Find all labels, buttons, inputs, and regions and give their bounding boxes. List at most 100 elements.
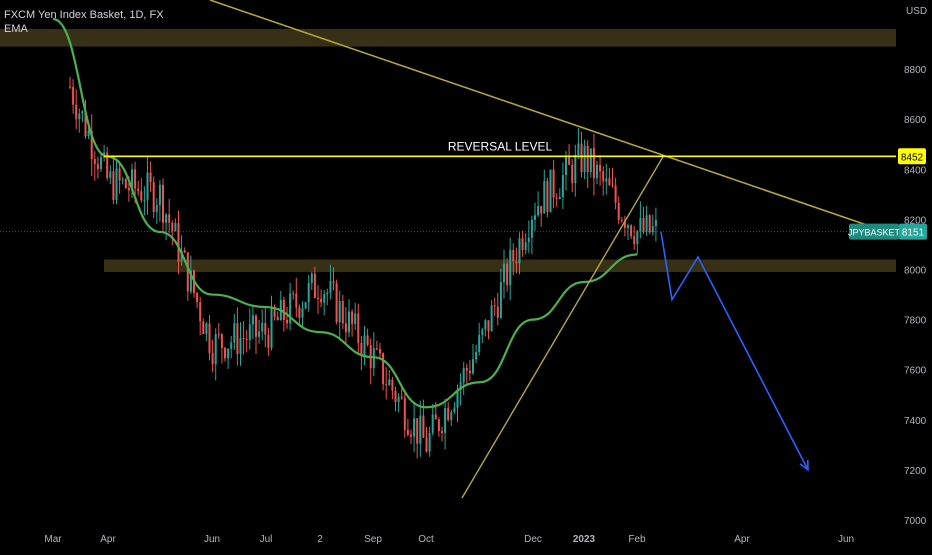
- candle-body: [93, 159, 96, 164]
- candle-body: [295, 293, 298, 308]
- projection-arrowhead: [799, 459, 809, 472]
- candle-body: [462, 368, 465, 383]
- candle-body: [251, 315, 254, 325]
- candle-body: [220, 334, 223, 348]
- symbol-title: FXCM Yen Index Basket, 1D, FX: [4, 9, 164, 21]
- reversal-price-tag: [898, 148, 926, 165]
- x-tick-label: 2: [317, 534, 323, 545]
- candle-body: [428, 432, 431, 452]
- candle-body: [242, 338, 245, 340]
- candle-body: [413, 418, 416, 437]
- candle-body: [217, 334, 220, 336]
- y-tick-label: 7800: [904, 316, 927, 327]
- candle-body: [137, 188, 140, 192]
- ascending-trendline[interactable]: [461, 154, 665, 499]
- candle-body: [298, 307, 301, 318]
- candle-body: [332, 281, 335, 284]
- candle-body: [211, 353, 214, 365]
- candle-body: [468, 370, 471, 374]
- candle-body: [233, 323, 236, 343]
- candle-body: [202, 321, 205, 335]
- candle-body: [568, 156, 571, 165]
- candle-body: [394, 390, 397, 403]
- candle-body: [465, 368, 468, 371]
- candle-body: [196, 292, 199, 303]
- candle-body: [183, 250, 186, 253]
- candle-body: [307, 282, 310, 303]
- candle-body: [115, 168, 118, 200]
- candle-body: [537, 206, 540, 216]
- price-axis[interactable]: [896, 0, 932, 550]
- candle-body: [456, 389, 459, 408]
- projection-path[interactable]: [660, 231, 809, 471]
- candle-body: [599, 164, 602, 172]
- y-tick-label: 7400: [904, 416, 927, 427]
- candle-body: [403, 398, 406, 430]
- descending-trendline[interactable]: [209, 0, 897, 236]
- candle-body: [292, 293, 295, 295]
- candle-body: [530, 219, 533, 238]
- candle-body: [406, 429, 409, 435]
- candle-body: [379, 349, 381, 354]
- candle-body: [397, 396, 400, 403]
- candle-body: [236, 323, 239, 354]
- candle-body: [338, 300, 341, 323]
- current-price-tag: [899, 223, 927, 240]
- candle-body: [574, 154, 577, 184]
- candle-body: [558, 196, 561, 199]
- candle-body: [320, 298, 323, 303]
- candle-body: [565, 156, 567, 175]
- candle-body: [472, 359, 474, 374]
- y-tick-label: 8800: [904, 65, 927, 76]
- candle-body: [180, 250, 183, 262]
- candle-body: [431, 414, 434, 433]
- candle-body: [630, 225, 633, 237]
- candle-body: [372, 348, 375, 369]
- candle-body: [577, 143, 580, 155]
- candle-body: [450, 412, 453, 421]
- x-tick-label: Apr: [734, 534, 750, 545]
- candle-body: [323, 294, 326, 303]
- y-tick-label: 8200: [904, 215, 927, 226]
- candle-body: [255, 315, 257, 337]
- candle-body: [416, 418, 419, 444]
- candle-body: [571, 164, 574, 184]
- candle-body: [366, 335, 369, 346]
- candle-body: [78, 113, 81, 120]
- candle-body: [481, 329, 484, 335]
- candle-body: [317, 297, 319, 299]
- candle-body: [199, 302, 202, 322]
- candle-body: [549, 169, 552, 213]
- candle-body: [354, 313, 357, 325]
- symbol-tag-label: JPYBASKET: [848, 228, 901, 238]
- x-tick-label: Mar: [44, 534, 62, 545]
- candle-body: [422, 415, 425, 438]
- candle-body: [112, 171, 115, 200]
- x-tick-label: 2023: [573, 534, 596, 545]
- candle-body: [627, 225, 629, 228]
- candle-body: [81, 111, 84, 114]
- candle-body: [261, 322, 264, 332]
- candle-body: [561, 174, 564, 197]
- candle-body: [521, 238, 524, 251]
- candle-body: [96, 163, 99, 169]
- resistance-zone: [0, 29, 896, 47]
- candle-body: [444, 408, 447, 433]
- candle-body: [158, 184, 161, 205]
- candle-body: [583, 145, 586, 173]
- candles: [69, 76, 657, 459]
- candle-body: [84, 111, 87, 137]
- candle-body: [301, 308, 304, 318]
- candle-body: [69, 86, 71, 88]
- candle-body: [341, 300, 344, 324]
- x-tick-label: Jun: [838, 534, 854, 545]
- reversal-level-label: REVERSAL LEVEL: [448, 139, 553, 153]
- candle-body: [478, 334, 481, 353]
- x-tick-label: Oct: [418, 534, 434, 545]
- candle-body: [208, 323, 211, 354]
- candle-body: [515, 261, 518, 264]
- candle-body: [344, 323, 347, 333]
- candle-body: [385, 384, 388, 386]
